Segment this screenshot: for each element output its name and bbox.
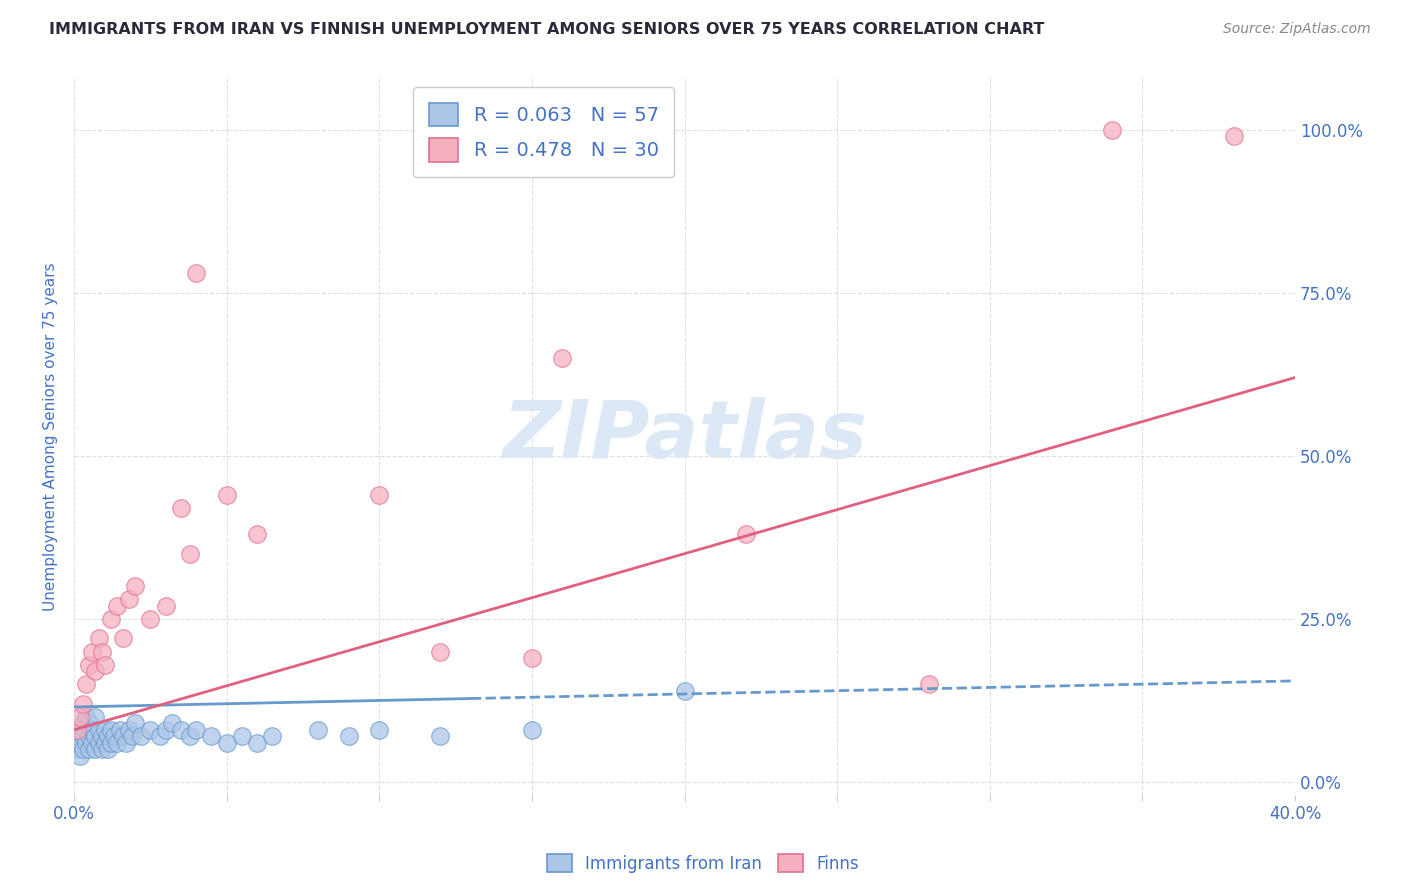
Point <box>186 723 208 737</box>
Text: Source: ZipAtlas.com: Source: ZipAtlas.com <box>1223 22 1371 37</box>
Point <box>82 736 104 750</box>
Point <box>170 501 193 516</box>
Point <box>734 527 756 541</box>
Point <box>79 716 101 731</box>
Point <box>87 723 110 737</box>
Point <box>87 632 110 646</box>
Point <box>69 736 91 750</box>
Point <box>66 723 89 737</box>
Point <box>148 730 170 744</box>
Y-axis label: Unemployment Among Seniors over 75 years: Unemployment Among Seniors over 75 years <box>44 262 58 610</box>
Point <box>66 736 89 750</box>
Point <box>215 488 238 502</box>
Point <box>307 723 329 737</box>
Point <box>520 651 543 665</box>
Point <box>139 723 162 737</box>
Text: ZIPatlas: ZIPatlas <box>502 397 868 475</box>
Point <box>69 723 91 737</box>
Point <box>69 748 91 763</box>
Point <box>84 742 107 756</box>
Point <box>179 730 201 744</box>
Point <box>231 730 253 744</box>
Point <box>246 527 269 541</box>
Point <box>673 683 696 698</box>
Point <box>186 266 208 280</box>
Point <box>337 730 360 744</box>
Point <box>72 742 94 756</box>
Point <box>155 599 177 613</box>
Point <box>90 644 112 658</box>
Point <box>129 730 152 744</box>
Point <box>72 697 94 711</box>
Point <box>97 730 120 744</box>
Point <box>79 657 101 672</box>
Legend: R = 0.063   N = 57, R = 0.478   N = 30: R = 0.063 N = 57, R = 0.478 N = 30 <box>413 87 675 178</box>
Point <box>75 677 97 691</box>
Point <box>66 742 89 756</box>
Point <box>551 351 574 365</box>
Point <box>84 730 107 744</box>
Point <box>200 730 222 744</box>
Point <box>72 730 94 744</box>
Point <box>97 742 120 756</box>
Point <box>93 736 115 750</box>
Point <box>124 579 146 593</box>
Point <box>108 723 131 737</box>
Point <box>520 723 543 737</box>
Point <box>918 677 941 691</box>
Point <box>75 736 97 750</box>
Point <box>93 657 115 672</box>
Point <box>87 736 110 750</box>
Point <box>90 742 112 756</box>
Point <box>82 644 104 658</box>
Point <box>75 723 97 737</box>
Point <box>1223 129 1246 144</box>
Point <box>179 547 201 561</box>
Point <box>90 730 112 744</box>
Point <box>100 723 122 737</box>
Point <box>69 710 91 724</box>
Point <box>111 632 134 646</box>
Point <box>429 730 451 744</box>
Point <box>429 644 451 658</box>
Point <box>118 592 141 607</box>
Point <box>79 730 101 744</box>
Point <box>262 730 284 744</box>
Point <box>1101 122 1123 136</box>
Point <box>105 599 128 613</box>
Point <box>170 723 193 737</box>
Point <box>75 710 97 724</box>
Point <box>115 736 138 750</box>
Point <box>155 723 177 737</box>
Point <box>368 723 391 737</box>
Point <box>139 612 162 626</box>
Point <box>100 612 122 626</box>
Point <box>111 730 134 744</box>
Point <box>79 742 101 756</box>
Text: IMMIGRANTS FROM IRAN VS FINNISH UNEMPLOYMENT AMONG SENIORS OVER 75 YEARS CORRELA: IMMIGRANTS FROM IRAN VS FINNISH UNEMPLOY… <box>49 22 1045 37</box>
Legend: Immigrants from Iran, Finns: Immigrants from Iran, Finns <box>540 847 866 880</box>
Point <box>124 716 146 731</box>
Point <box>82 723 104 737</box>
Point <box>121 730 143 744</box>
Point <box>84 710 107 724</box>
Point <box>100 736 122 750</box>
Point <box>93 723 115 737</box>
Point <box>72 716 94 731</box>
Point <box>103 730 125 744</box>
Point <box>215 736 238 750</box>
Point <box>105 736 128 750</box>
Point <box>246 736 269 750</box>
Point <box>66 730 89 744</box>
Point <box>368 488 391 502</box>
Point <box>84 664 107 678</box>
Point <box>118 723 141 737</box>
Point <box>160 716 183 731</box>
